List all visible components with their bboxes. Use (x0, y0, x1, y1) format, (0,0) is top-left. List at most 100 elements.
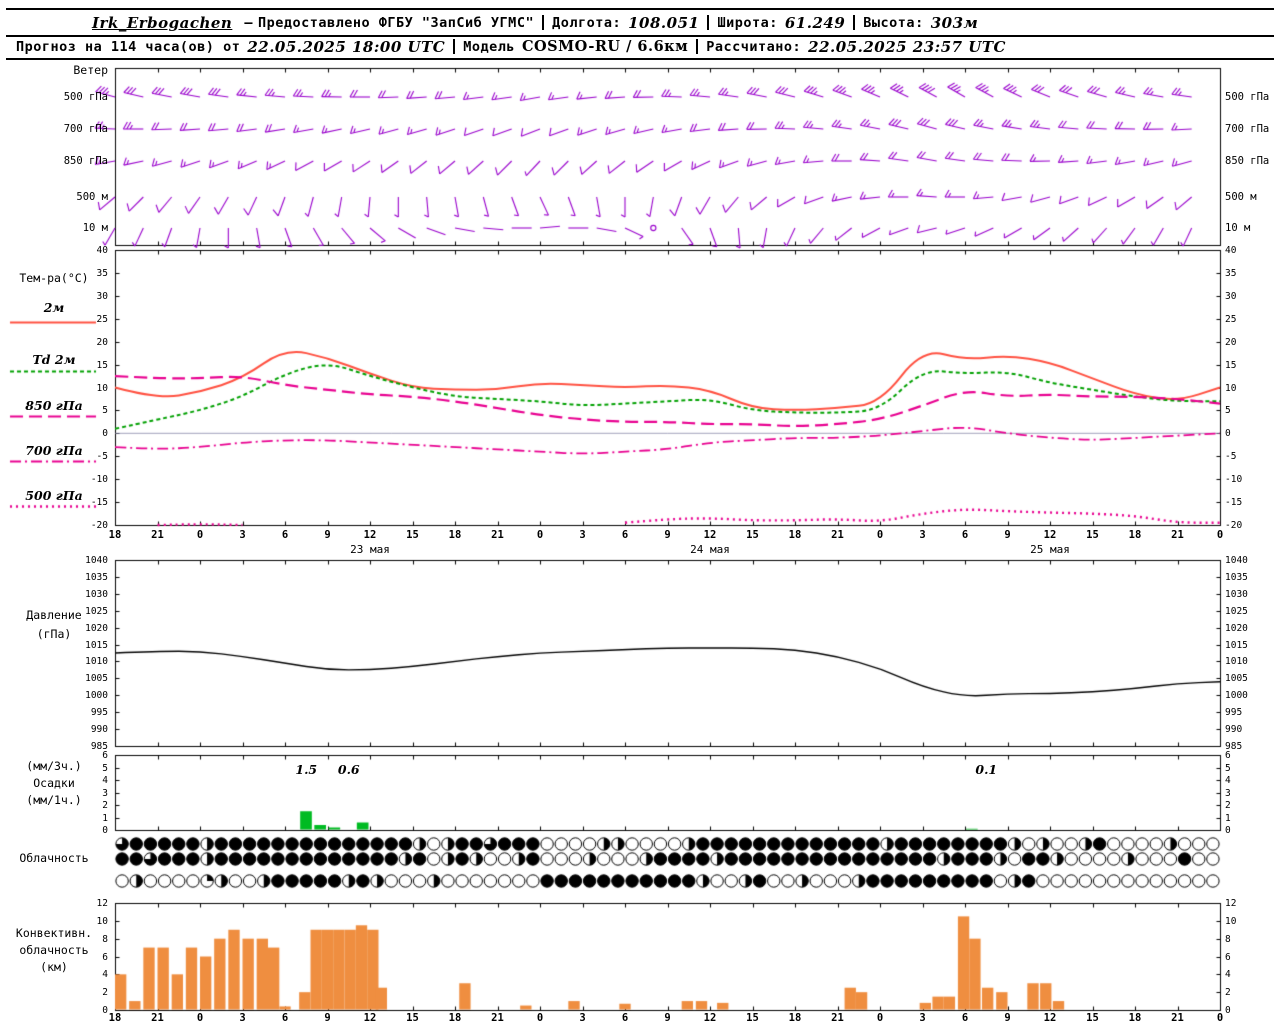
header-dash: — (244, 14, 253, 31)
temp-axis-label-right: 20 (1225, 336, 1237, 348)
x-axis-hour-label-bottom: 21 (831, 1012, 844, 1024)
conv-axis-label-left: 0 (102, 1005, 108, 1016)
temp-axis-label-left: 35 (96, 267, 108, 279)
x-axis-hour-label-bottom: 6 (621, 1012, 629, 1024)
precip-axis-label-right: 2 (1225, 800, 1231, 811)
x-axis-hour-label-top: 21 (491, 529, 504, 541)
x-axis-hour-label-top: 12 (1043, 529, 1057, 541)
pressure-axis-label-left: 990 (90, 724, 108, 736)
clouds-panel-label: Облачность (19, 851, 89, 865)
temp-axis-label-left: 5 (102, 405, 108, 417)
header-separator (707, 15, 710, 30)
x-axis-hour-label-bottom: 0 (536, 1012, 544, 1024)
temp-axis-label-right: -20 (1225, 520, 1243, 531)
precip-axis-label-right: 0 (1225, 825, 1231, 836)
x-axis-hour-label-bottom: 15 (1086, 1012, 1099, 1024)
calculated-label: Рассчитано: (706, 38, 802, 55)
wind-level-label-right: 10 м (1225, 222, 1251, 234)
station-name: Irk_Erbogachen (92, 13, 233, 32)
conv-axis-label-right: 8 (1225, 933, 1231, 945)
x-axis-hour-label-top: 6 (621, 529, 629, 541)
x-axis-hour-label-bottom: 6 (281, 1012, 289, 1024)
x-axis-hour-label-bottom: 3 (239, 1012, 246, 1024)
precip-axis-label-left: 5 (102, 762, 108, 774)
conv-axis-label-right: 6 (1225, 951, 1231, 963)
x-axis-hour-label-bottom: 18 (788, 1012, 802, 1024)
precip-value-label: 0.1 (975, 762, 998, 777)
calculated-time: 22.05.2025 23:57 UTC (808, 37, 1006, 56)
conv-axis-label-right: 2 (1225, 987, 1231, 999)
pressure-axis-label-left: 1025 (85, 605, 108, 617)
x-axis-hour-label-top: 0 (1216, 529, 1224, 541)
x-axis-hour-label-bottom: 18 (448, 1012, 462, 1024)
temp-axis-label-right: 25 (1225, 313, 1237, 325)
conv-panel-label-line3: (км) (40, 960, 68, 974)
pressure-axis-label-left: 1005 (85, 673, 108, 685)
x-axis-hour-label-top: 9 (1004, 529, 1011, 541)
x-axis-hour-label-bottom: 3 (919, 1012, 926, 1024)
conv-axis-label-right: 4 (1225, 969, 1231, 981)
conv-axis-label-left: 2 (102, 987, 108, 999)
temp-axis-label-right: 40 (1225, 245, 1237, 256)
date-label: 23 мая (350, 543, 390, 556)
conv-axis-label-right: 0 (1225, 1005, 1231, 1016)
x-axis-hour-label-bottom: 0 (196, 1012, 204, 1024)
pressure-axis-label-left: 1020 (85, 622, 108, 634)
x-axis-hour-label-top: 0 (536, 529, 544, 541)
x-axis-hour-label-bottom: 18 (108, 1012, 122, 1024)
header-bar-1: Irk_Erbogachen — Предоставлено ФГБУ "Зап… (6, 8, 1274, 37)
pressure-axis-label-right: 985 (1225, 741, 1243, 752)
longitude-label: Долгота: (552, 14, 622, 31)
temp-axis-label-left: 20 (96, 336, 108, 348)
temp-panel-label: Тем-ра(°C) (19, 271, 89, 285)
pressure-axis-label-right: 1000 (1225, 690, 1248, 702)
pressure-axis-label-left: 1015 (85, 639, 108, 651)
wind-level-label-left: 500 гПа (63, 91, 108, 103)
pressure-axis-label-left: 1010 (85, 656, 108, 668)
pressure-axis-label-left: 1040 (85, 555, 108, 566)
x-axis-hour-label-top: 9 (324, 529, 331, 541)
x-axis-hour-label-bottom: 0 (876, 1012, 884, 1024)
forecast-time: 22.05.2025 18:00 UTC (247, 37, 446, 56)
x-axis-hour-label-top: 15 (746, 529, 759, 541)
x-axis-hour-label-top: 18 (788, 529, 802, 541)
x-axis-hour-label-bottom: 15 (746, 1012, 759, 1024)
temp-axis-label-left: 0 (102, 428, 108, 440)
pressure-axis-label-left: 1000 (85, 690, 108, 702)
x-axis-hour-label-bottom: 15 (406, 1012, 419, 1024)
precip-axis-label-right: 3 (1225, 787, 1231, 799)
precip-axis-label-left: 1 (102, 812, 108, 824)
pressure-axis-label-right: 1035 (1225, 571, 1248, 583)
x-axis-hour-label-top: 6 (281, 529, 289, 541)
model-label: Модель (463, 38, 515, 55)
wind-level-label-left: 10 м (82, 222, 108, 234)
temp-axis-label-left: -15 (90, 497, 108, 509)
temp-axis-label-left: -10 (90, 474, 108, 486)
conv-axis-label-left: 8 (102, 933, 108, 945)
temp-axis-label-right: 35 (1225, 267, 1237, 279)
conv-axis-label-right: 12 (1225, 898, 1237, 909)
precip-axis-label-left: 2 (102, 800, 108, 811)
pressure-axis-label-left: 985 (90, 741, 108, 752)
x-axis-hour-label-top: 15 (406, 529, 419, 541)
pressure-axis-label-right: 995 (1225, 707, 1243, 719)
x-axis-hour-label-top: 6 (961, 529, 969, 541)
temp-axis-label-right: -15 (1225, 497, 1243, 509)
pressure-axis-label-right: 1015 (1225, 639, 1248, 651)
wind-level-label-left: 500 м (76, 191, 108, 203)
x-axis-hour-label-top: 18 (448, 529, 462, 541)
temp-axis-label-left: 30 (96, 290, 108, 302)
x-axis-hour-label-top: 21 (831, 529, 844, 541)
x-axis-hour-label-bottom: 9 (664, 1012, 671, 1024)
pressure-axis-label-right: 990 (1225, 724, 1243, 736)
latitude-value: 61.249 (784, 13, 846, 32)
pressure-axis-label-right: 1010 (1225, 656, 1248, 668)
temp-axis-label-right: -10 (1225, 474, 1243, 486)
pressure-axis-label-left: 1030 (85, 588, 108, 600)
pressure-axis-label-right: 1020 (1225, 622, 1248, 634)
temp-legend-label: 500 гПа (25, 488, 83, 503)
x-axis-hour-label-bottom: 9 (1004, 1012, 1011, 1024)
date-label: 24 мая (690, 543, 730, 556)
